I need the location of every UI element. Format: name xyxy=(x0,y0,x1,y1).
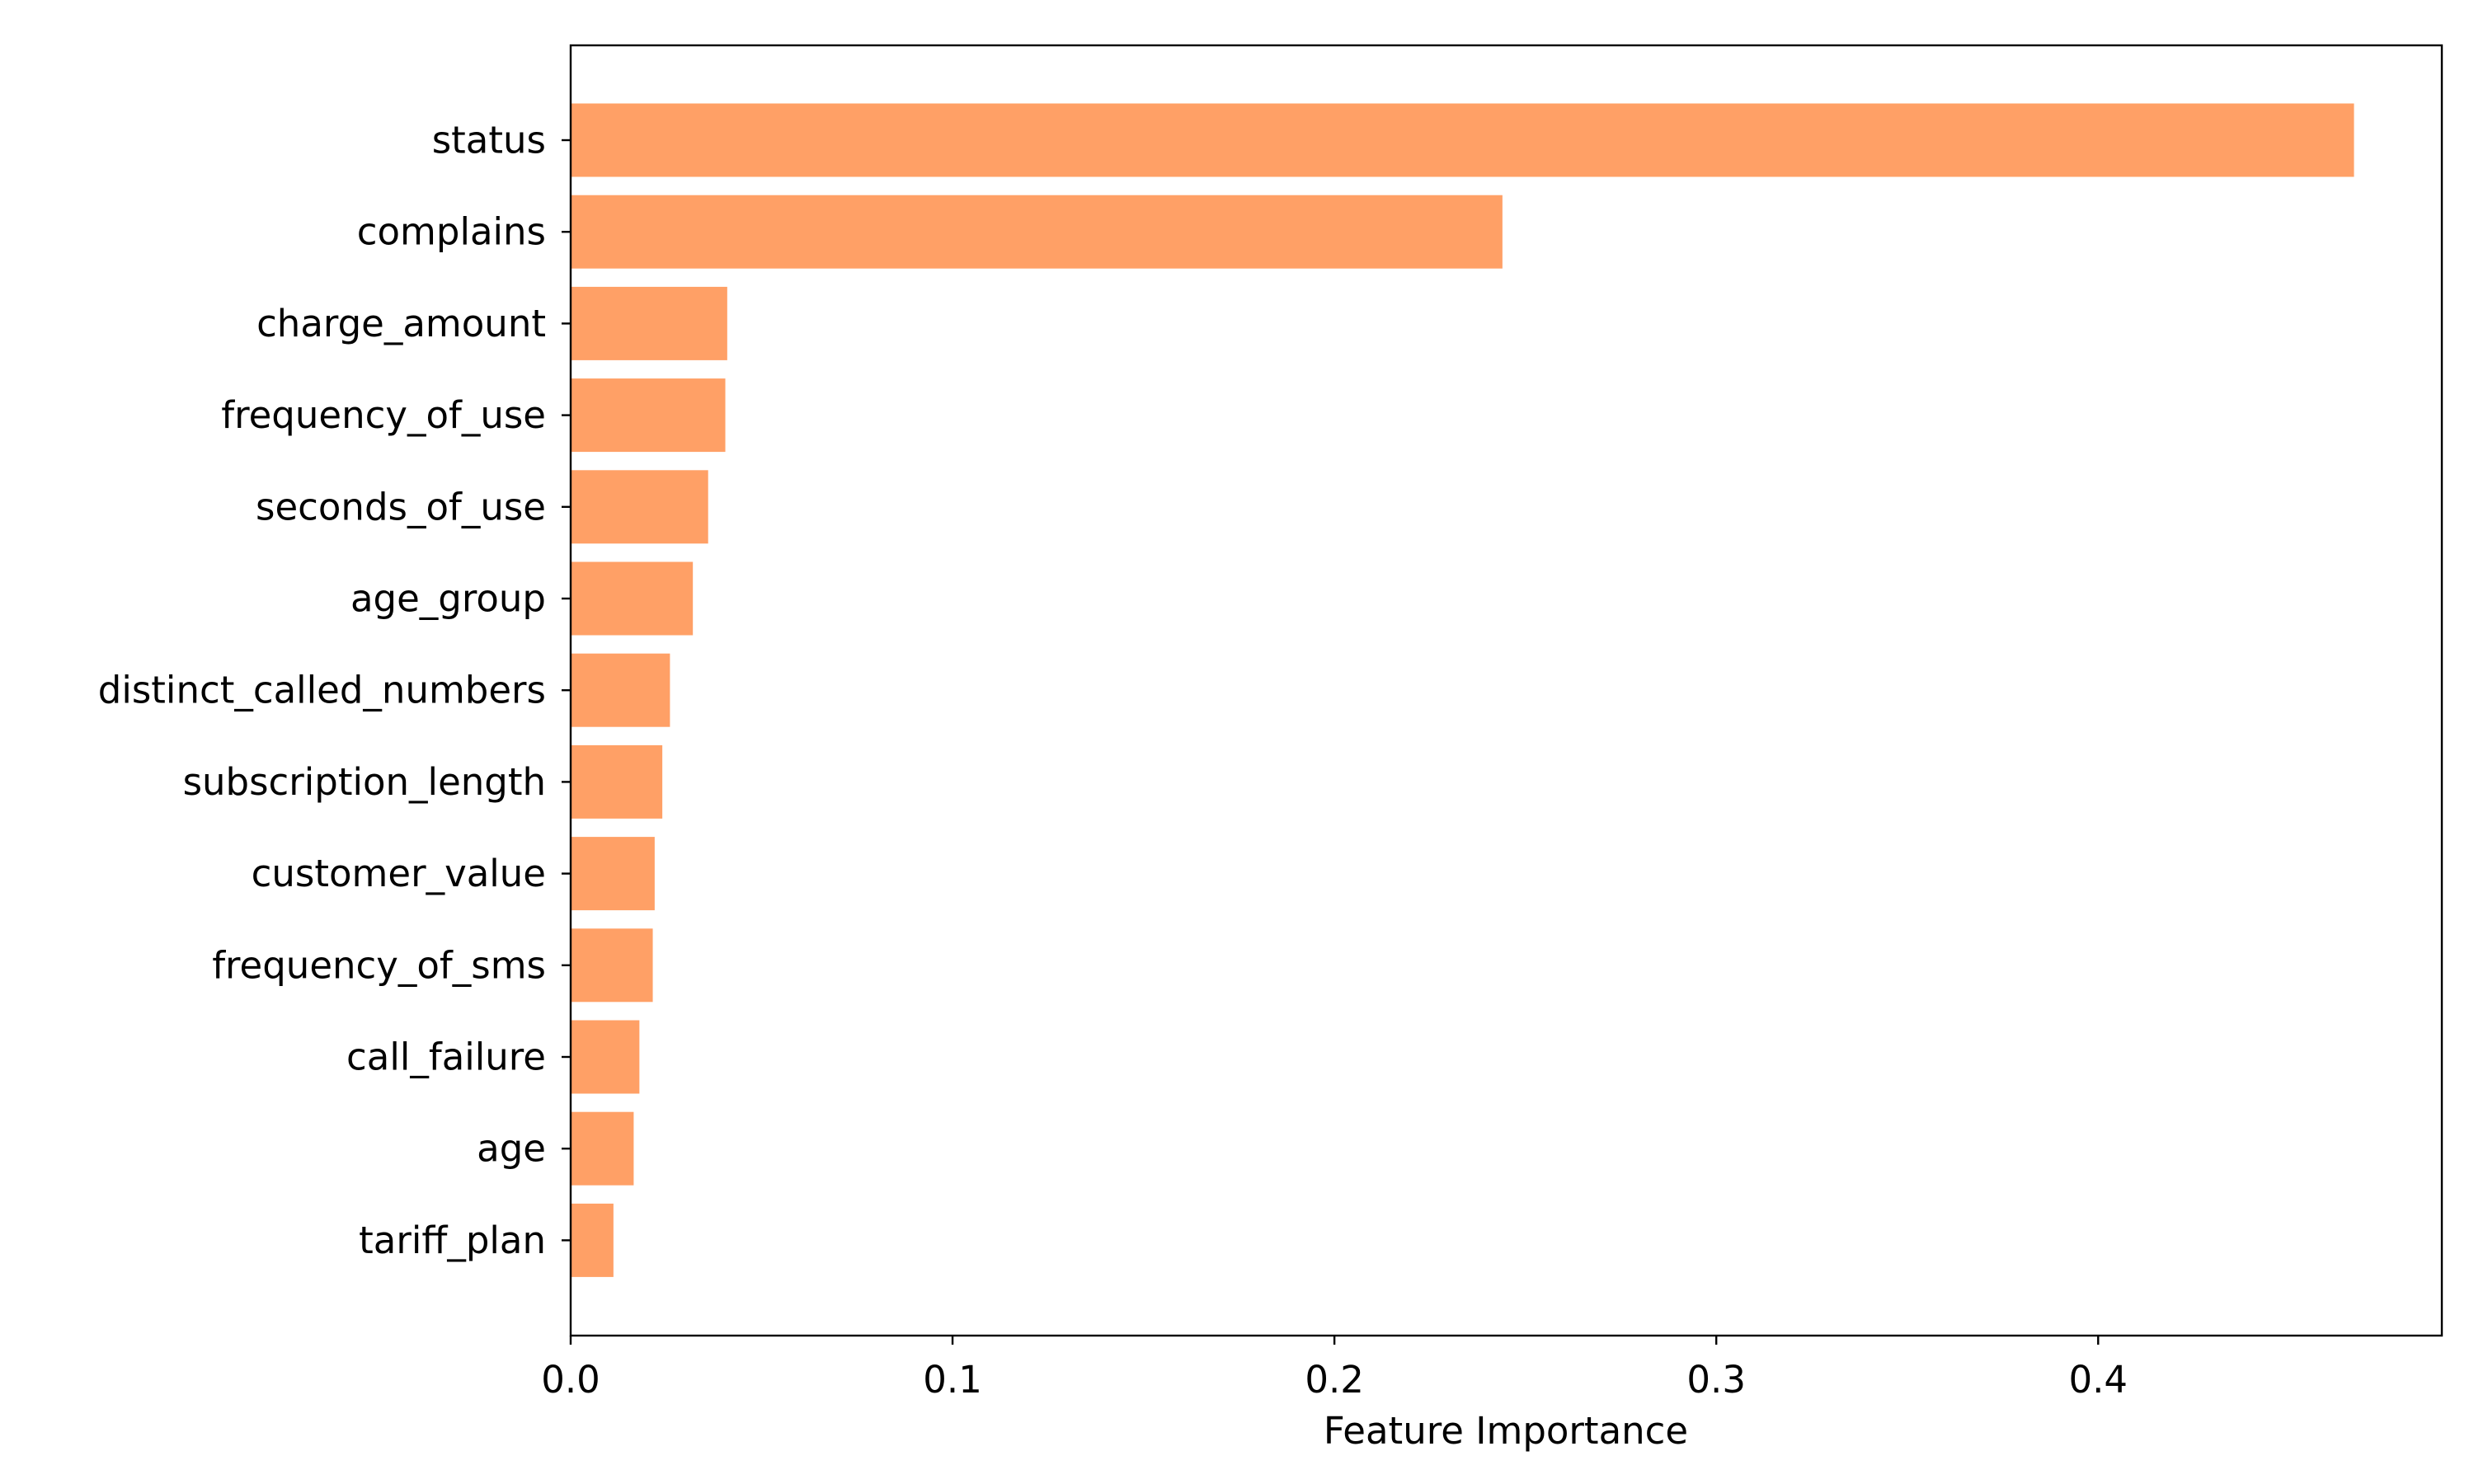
x-tick-label-1: 0.1 xyxy=(923,1358,982,1402)
bar-age xyxy=(571,1111,634,1186)
bar-age-group xyxy=(571,561,694,636)
y-tick-label-complains: complains xyxy=(357,210,546,254)
bar-customer-value xyxy=(571,837,655,911)
x-axis-title: Feature Importance xyxy=(1324,1409,1688,1453)
bar-complains xyxy=(571,195,1503,269)
bar-status xyxy=(571,103,2354,177)
bar-seconds-of-use xyxy=(571,470,708,544)
bar-tariff-plan xyxy=(571,1203,614,1277)
y-tick-label-tariff-plan: tariff_plan xyxy=(359,1219,546,1262)
bars-layer xyxy=(571,103,2354,1277)
y-tick-label-age-group: age_group xyxy=(350,577,546,621)
y-tick-label-distinct-called-numbers: distinct_called_numbers xyxy=(98,669,546,712)
bar-frequency-of-sms xyxy=(571,928,653,1003)
x-tick-label-4: 0.4 xyxy=(2068,1358,2128,1402)
bar-charge-amount xyxy=(571,286,727,360)
y-tick-label-subscription-length: subscription_length xyxy=(183,760,546,804)
y-tick-label-status: status xyxy=(432,119,546,162)
bar-subscription-length xyxy=(571,744,663,819)
y-tick-label-call-failure: call_failure xyxy=(346,1036,546,1079)
y-axis: status complains charge_amount frequency_of… xyxy=(98,119,571,1262)
x-tick-label-0: 0.0 xyxy=(541,1358,600,1402)
x-axis: 0.0 0.1 0.2 0.3 0.4 xyxy=(541,1336,2128,1402)
bar-frequency-of-use xyxy=(571,378,726,453)
x-tick-label-3: 0.3 xyxy=(1686,1358,1746,1402)
y-tick-label-frequency-of-use: frequency_of_use xyxy=(221,393,546,437)
y-tick-label-seconds-of-use: seconds_of_use xyxy=(256,485,546,528)
y-tick-label-age: age xyxy=(477,1127,546,1171)
y-tick-label-charge-amount: charge_amount xyxy=(256,302,546,345)
x-tick-label-2: 0.2 xyxy=(1305,1358,1364,1402)
y-tick-label-customer-value: customer_value xyxy=(252,852,546,895)
bar-distinct-called-numbers xyxy=(571,653,670,727)
y-tick-label-frequency-of-sms: frequency_of_sms xyxy=(212,943,546,987)
bar-call-failure xyxy=(571,1020,640,1094)
